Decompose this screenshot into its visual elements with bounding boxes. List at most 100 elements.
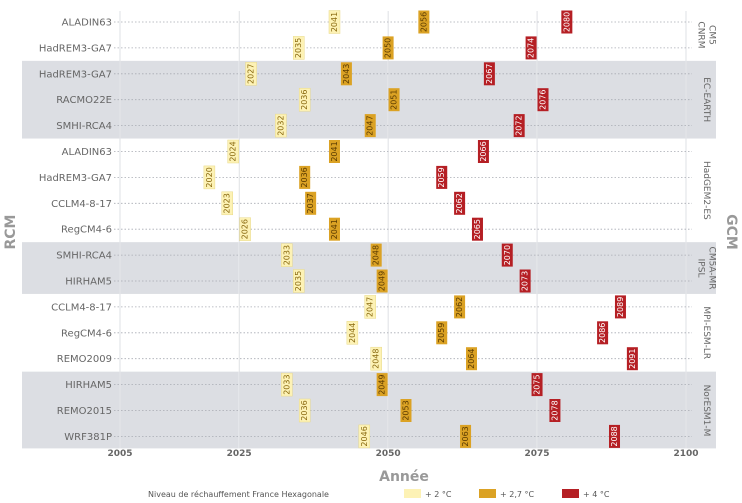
marker-v4	[483, 62, 495, 86]
marker-label-v4: 2075	[533, 374, 542, 394]
marker-v27	[370, 243, 382, 267]
marker-label-v4: 2078	[550, 400, 559, 420]
marker-label-v27: 2049	[378, 374, 387, 394]
marker-v2	[370, 346, 382, 371]
marker-label-v2: 2026	[241, 219, 250, 239]
marker-label-v27: 2047	[366, 115, 375, 135]
marker-label-v4: 2086	[598, 323, 607, 343]
rcm-label: RegCM4-6	[61, 225, 112, 236]
gcm-label: MPI-ESM-LR	[701, 306, 711, 359]
marker-v27	[436, 321, 448, 345]
marker-v2	[292, 36, 305, 60]
marker-v4	[531, 373, 543, 397]
marker-v4	[614, 295, 626, 319]
marker-label-v27: 2063	[461, 426, 470, 446]
marker-label-v27: 2050	[384, 38, 393, 58]
gcm-label: CNRM	[696, 21, 706, 48]
marker-v4	[477, 140, 489, 163]
legend-title: Niveau de réchauffement France Hexagonal…	[148, 489, 329, 499]
marker-label-v27: 2056	[419, 12, 428, 32]
marker-label-v4: 2070	[503, 245, 512, 265]
rcm-label: HadREM3-GA7	[39, 43, 112, 54]
marker-label-v2: 2036	[300, 400, 309, 420]
marker-v4	[537, 88, 549, 112]
marker-v2	[346, 321, 359, 345]
marker-v4	[597, 321, 609, 345]
rcm-label: RegCM4-6	[61, 328, 112, 339]
legend-label: + 2,7 °C	[500, 490, 535, 499]
rcm-label: ALADIN63	[62, 18, 112, 29]
marker-v4	[561, 10, 573, 34]
rcm-label: RACMO22E	[56, 95, 112, 106]
marker-v2	[203, 165, 216, 190]
marker-label-v2: 2036	[300, 90, 309, 110]
marker-v2	[227, 139, 239, 164]
marker-label-v2: 2035	[294, 38, 303, 58]
marker-label-v4: 2066	[479, 141, 488, 161]
x-tick-label: 2100	[673, 449, 698, 459]
marker-v4	[513, 114, 525, 138]
rcm-label: REMO2009	[57, 354, 112, 365]
marker-label-v27: 2049	[378, 271, 387, 291]
marker-v4	[525, 36, 537, 60]
legend-swatch	[479, 489, 496, 498]
marker-v27	[328, 140, 340, 163]
gcm-axis-title: GCM	[723, 214, 739, 250]
group-band	[22, 242, 716, 294]
legend-swatch	[562, 489, 579, 498]
marker-label-v4: 2073	[521, 271, 530, 291]
marker-v4	[501, 243, 513, 267]
rcm-label: ALADIN63	[62, 147, 112, 158]
marker-v2	[358, 424, 371, 449]
gcm-label: NorESM1-M	[701, 385, 711, 437]
marker-label-v27: 2064	[467, 349, 476, 369]
marker-label-v27: 2062	[455, 297, 464, 317]
marker-label-v4: 2089	[616, 297, 625, 317]
marker-v2	[281, 243, 293, 267]
marker-v27	[400, 399, 412, 422]
marker-v2	[328, 10, 341, 34]
marker-v4	[519, 269, 531, 293]
marker-v2	[221, 191, 233, 216]
marker-label-v2: 2044	[348, 323, 357, 343]
gcm-label: HadGEM2-ES	[701, 161, 711, 220]
marker-v27	[382, 36, 394, 60]
gcm-label: CM5	[707, 25, 717, 45]
marker-label-v27: 2059	[437, 323, 446, 343]
marker-v27	[299, 165, 311, 189]
marker-label-v4: 2072	[515, 115, 524, 135]
marker-label-v4: 2074	[527, 38, 536, 58]
marker-v4	[436, 165, 448, 189]
marker-label-v27: 2036	[300, 167, 309, 187]
legend-label: + 4 °C	[583, 490, 610, 499]
marker-v4	[626, 347, 638, 371]
marker-label-v4: 2088	[610, 426, 619, 446]
x-axis-title: Année	[379, 469, 429, 485]
marker-v27	[305, 191, 317, 215]
marker-label-v2: 2027	[247, 64, 256, 84]
marker-v2	[298, 398, 311, 423]
legend-swatch	[404, 489, 421, 498]
gcm-label: CM5A-MR	[707, 247, 717, 290]
rcm-label: HadREM3-GA7	[39, 69, 112, 80]
marker-v27	[454, 295, 466, 319]
marker-v2	[245, 62, 257, 86]
marker-label-v27: 2037	[306, 193, 315, 213]
marker-label-v4: 2076	[539, 90, 548, 110]
x-tick-label: 2075	[525, 449, 550, 459]
marker-label-v2: 2024	[229, 141, 238, 161]
marker-label-v2: 2033	[282, 245, 291, 265]
rcm-label: WRF381P	[64, 432, 112, 443]
marker-v4	[609, 424, 621, 448]
gcm-label: IPSL	[696, 259, 706, 278]
marker-label-v4: 2065	[473, 219, 482, 239]
marker-v27	[328, 217, 340, 241]
rcm-label: CCLM4-8-17	[51, 302, 112, 313]
marker-v2	[364, 295, 376, 319]
marker-v4	[549, 399, 561, 422]
marker-v27	[460, 424, 472, 448]
marker-label-v27: 2041	[330, 141, 339, 161]
marker-label-v2: 2032	[276, 115, 285, 135]
marker-label-v27: 2041	[330, 219, 339, 239]
marker-v27	[376, 373, 388, 397]
